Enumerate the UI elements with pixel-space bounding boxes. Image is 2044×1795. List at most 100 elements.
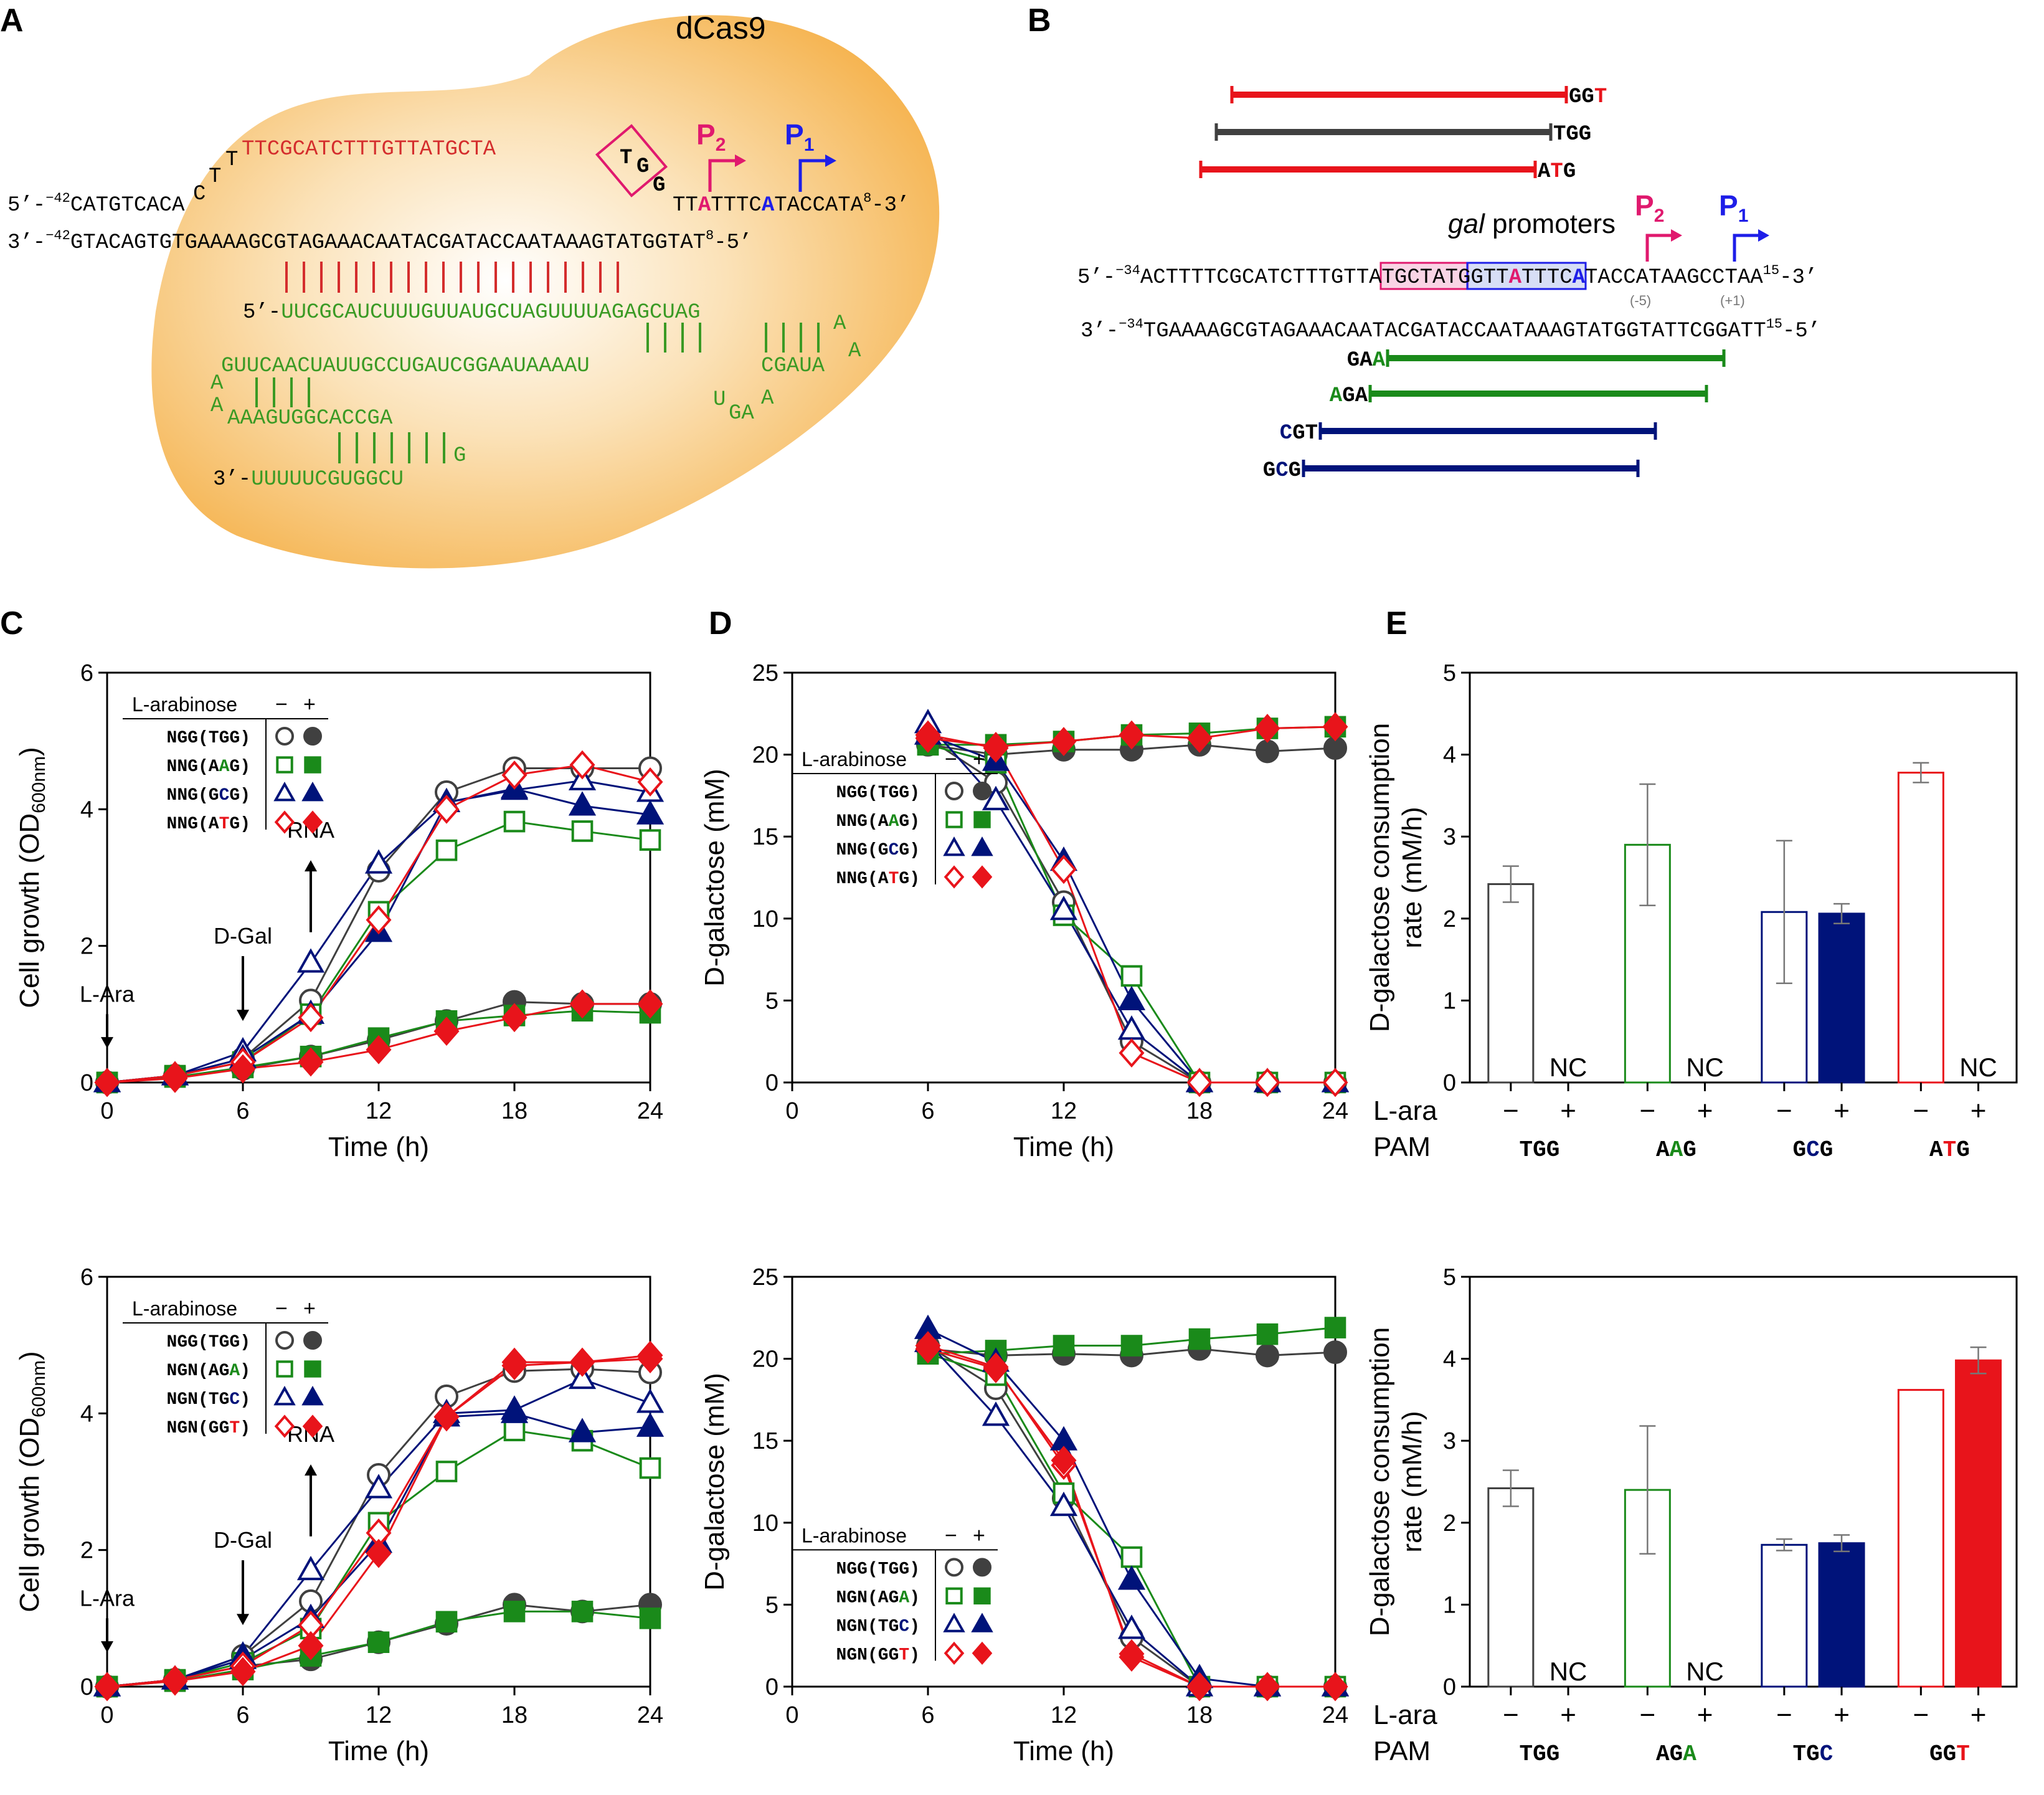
marker-diamond — [1254, 1672, 1280, 1702]
x-tick-label: 18 — [501, 1098, 528, 1124]
marker-square — [435, 839, 458, 861]
marker-diamond — [298, 1047, 324, 1077]
annotation-arrowhead — [237, 1614, 249, 1626]
y-axis-label: Cell growth (OD600nm) — [14, 1351, 49, 1612]
a-rna-g: G — [453, 444, 466, 468]
bar — [1897, 772, 1944, 1084]
bar — [1761, 1543, 1808, 1688]
bar — [1897, 1389, 1944, 1688]
marker-circle — [275, 1331, 294, 1350]
marker-diamond — [1051, 855, 1077, 884]
legend-minus: − — [275, 693, 288, 716]
annotation-label: L-Ara — [80, 981, 135, 1006]
a-rna-line3: AAAGUGGCACCGA — [227, 407, 393, 430]
marker-diamond — [944, 1641, 965, 1665]
pam-label: ATG — [1929, 1137, 1970, 1163]
x-tick-label: 6 — [236, 1702, 249, 1728]
legend-entry: NNG(GCG) — [836, 841, 920, 860]
a-rna-line2b: CGAUA — [761, 354, 825, 378]
marker-diamond — [302, 810, 323, 834]
y-tick-label: 0 — [80, 1070, 93, 1096]
marker-square — [276, 756, 293, 774]
y-tick-label: 25 — [752, 660, 778, 686]
y-tick-label: 4 — [80, 1401, 93, 1427]
chart-D-bottom: 0 6 12 18 24 0 5 10 15 20 25 Time (h) D-galactose (m… — [699, 1264, 1350, 1766]
x-tick-label: 18 — [1186, 1098, 1213, 1124]
a-pam-t: T — [620, 146, 632, 170]
b-p2-arrow — [1645, 234, 1674, 262]
pam-row-label: PAM — [1373, 1736, 1431, 1766]
bar — [1955, 1359, 2002, 1688]
marker-triangle — [1117, 985, 1146, 1010]
y-tick-label: 3 — [1443, 1428, 1456, 1454]
a-p2-arrow — [708, 159, 738, 192]
panel-b: B GGT TGG ATG gal promoters P2 P1 5’-−34AC… — [1028, 2, 1820, 483]
legend-header: L-arabinose — [802, 1524, 907, 1546]
b-bottom-bar-pam-label: CGT — [1280, 422, 1318, 445]
marker-square — [973, 1587, 991, 1605]
x-tick-label: 0 — [100, 1098, 113, 1124]
b-pink-box — [1379, 262, 1469, 290]
marker-diamond — [274, 810, 295, 834]
marker-triangle — [982, 785, 1010, 810]
a-rna-a1: A — [833, 312, 846, 336]
marker-diamond — [433, 1016, 460, 1046]
l-ara-plus: + — [1833, 1700, 1850, 1730]
y-tick-label: 5 — [1443, 660, 1456, 686]
b-plus1-label: (+1) — [1720, 293, 1745, 308]
y-tick-label: 0 — [765, 1674, 778, 1700]
marker-diamond — [501, 760, 528, 790]
marker-circle — [1323, 1340, 1347, 1365]
marker-diamond — [366, 1035, 392, 1064]
y-tick-label: 0 — [1443, 1070, 1456, 1096]
marker-triangle — [568, 1364, 597, 1390]
marker-circle — [945, 1558, 963, 1577]
marker-square — [503, 810, 526, 833]
bar — [1818, 1542, 1865, 1688]
x-tick-label: 12 — [1051, 1702, 1077, 1728]
marker-diamond — [1051, 1446, 1077, 1475]
marker-triangle — [982, 1401, 1010, 1426]
y-axis-label: D-galactose (mM) — [699, 769, 730, 987]
l-ara-minus: − — [1913, 1096, 1929, 1126]
y-tick-label: 5 — [765, 1592, 778, 1618]
legend-minus: − — [945, 747, 957, 771]
l-ara-minus: − — [1913, 1700, 1929, 1730]
marker-diamond — [298, 1003, 324, 1033]
marker-diamond — [1051, 727, 1077, 756]
marker-square — [945, 1587, 963, 1605]
marker-square — [1120, 965, 1143, 987]
l-ara-plus: + — [1560, 1700, 1576, 1730]
marker-diamond — [972, 1641, 993, 1665]
pam-label: TGG — [1520, 1137, 1560, 1163]
b-p2-label: P2 — [1635, 189, 1664, 226]
a-rna-loop-u: U — [713, 388, 726, 412]
marker-triangle — [568, 791, 597, 816]
y-tick-label: 2 — [1443, 1510, 1456, 1537]
marker-square — [571, 820, 594, 842]
a-stem-pairing-lines — [255, 323, 820, 463]
y-tick-label: 4 — [1443, 742, 1456, 769]
pam-row-label: PAM — [1373, 1132, 1431, 1162]
pam-label: TGC — [1793, 1741, 1833, 1767]
y-tick-label: 4 — [80, 797, 93, 823]
l-ara-plus: + — [1971, 1096, 1987, 1126]
x-tick-label: 6 — [921, 1098, 934, 1124]
a-rna-loop-ga: GA — [729, 402, 754, 425]
marker-triangle — [943, 836, 965, 856]
b-top-bar-pam-label: GGT — [1569, 85, 1607, 109]
x-axis-label: Time (h) — [328, 1736, 429, 1766]
marker-triangle — [301, 1385, 324, 1406]
a-bottom-strand: 3’-−42GTACAGTGTGAAAAGCGTAGAAACAATACGATAC… — [7, 228, 752, 255]
annotation-arrowhead — [101, 1037, 113, 1049]
a-top-strand-right: TTATTTCATACCATA8-3’ — [673, 191, 910, 217]
marker-diamond — [915, 723, 941, 753]
marker-circle — [1256, 739, 1279, 764]
y-tick-label: 0 — [1443, 1674, 1456, 1700]
legend-entry: NGN(AGA) — [167, 1362, 250, 1381]
a-pam-box — [595, 124, 668, 197]
marker-diamond — [1254, 714, 1280, 743]
legend-entry: NGG(TGG) — [167, 1333, 250, 1352]
l-ara-row-label: L-ara — [1373, 1096, 1437, 1126]
